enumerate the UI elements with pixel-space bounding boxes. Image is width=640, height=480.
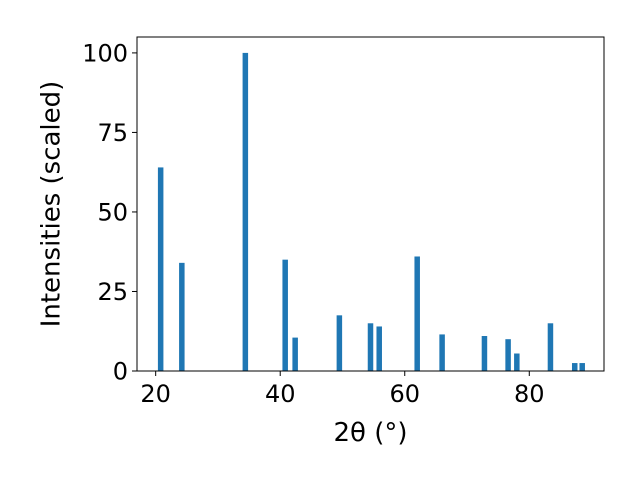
- y-tick-label-0: 0: [113, 358, 128, 386]
- bar-9: [439, 334, 445, 371]
- y-tick-label-4: 100: [82, 39, 128, 67]
- x-tick-label-0: 20: [140, 380, 171, 408]
- bar-13: [547, 323, 554, 371]
- plot-frame: [136, 36, 605, 372]
- bar-5: [336, 315, 343, 371]
- bar-2: [242, 52, 249, 372]
- bar-0: [157, 167, 164, 371]
- bar-6: [367, 323, 374, 371]
- y-tick-label-1: 25: [97, 278, 128, 306]
- bar-1: [179, 262, 185, 371]
- x-tick-label-1: 40: [265, 380, 296, 408]
- x-tick-label-2: 60: [389, 380, 420, 408]
- y-tick-label-2: 50: [97, 198, 128, 226]
- bars-layer: [157, 52, 585, 372]
- bar-8: [414, 256, 420, 371]
- y-axis-label: Intensities (scaled): [37, 81, 67, 328]
- bar-4: [292, 337, 298, 371]
- x-tick-label-3: 80: [514, 380, 545, 408]
- bar-14: [571, 363, 578, 371]
- y-tick-label-3: 75: [97, 119, 128, 147]
- x-axis-label: 2θ (°): [333, 418, 407, 448]
- ticks-layer: 20 40 60 80 0 25 50 75 100: [82, 39, 544, 408]
- bar-3: [282, 259, 288, 371]
- bar-7: [376, 326, 382, 371]
- bar-15: [579, 363, 585, 371]
- bar-12: [514, 353, 520, 371]
- bar-10: [481, 336, 488, 371]
- bar-11: [505, 339, 511, 371]
